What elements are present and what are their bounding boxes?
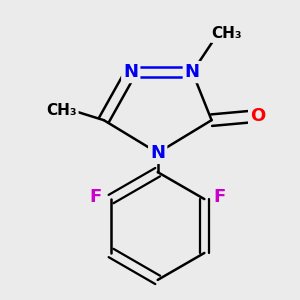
Text: N: N [123,63,138,81]
Text: CH₃: CH₃ [212,26,242,41]
Text: CH₃: CH₃ [46,103,77,118]
Text: F: F [89,188,102,206]
Text: N: N [150,144,165,162]
Text: F: F [214,188,226,206]
Text: O: O [250,107,266,125]
Text: N: N [185,63,200,81]
